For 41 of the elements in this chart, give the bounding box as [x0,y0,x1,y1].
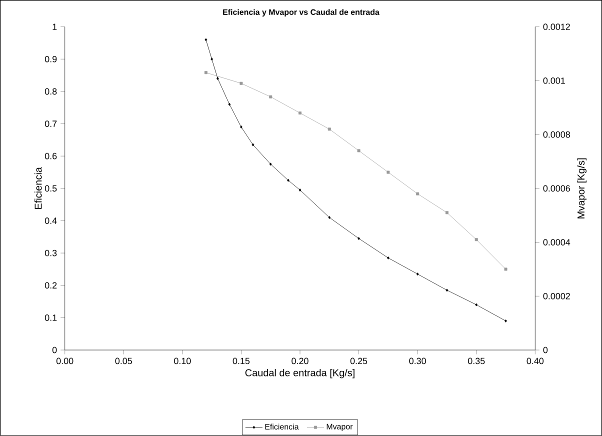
point [416,192,420,196]
y-axis-title: Eficiencia [34,167,42,209]
y-tick-label: 0.4 [44,218,57,224]
y-tick-label: 0.2 [44,282,57,289]
y-tick-label: 1 [52,24,57,30]
point [204,71,208,74]
point [298,112,302,115]
y-tick-label: 0.3 [44,250,57,256]
x-axis-title: Caudal de entrada [Kg/s] [245,369,354,378]
point [328,128,331,131]
y-tick-label: 0.9 [44,56,57,62]
y2-tick-label: 0.0004 [543,239,570,246]
y-tick-label: 0.5 [44,185,57,192]
point [474,238,478,242]
y-tick-label: 0.8 [44,88,57,95]
y2-tick-label: 0 [543,346,548,354]
y2-tick-label: 0.001 [543,78,565,84]
y-tick-label: 0 [52,346,57,354]
y-tick-label: 0.1 [44,314,57,321]
point [240,82,243,85]
x-tick-label: 0.15 [232,358,250,364]
y-tick-label: 0.6 [44,152,57,160]
y2-axis-title: Mvapor [Kg/s] [577,158,587,218]
y2-tick-label: 0.0002 [543,293,570,300]
point [386,170,390,174]
y-tick-label: 0.7 [44,120,57,128]
x-tick-label: 0.05 [115,358,132,364]
point [504,268,508,271]
x-tick-label: 0.00 [56,358,74,364]
x-tick-label: 0.20 [292,358,308,364]
point [445,211,448,214]
x-tick-label: 0.35 [468,358,485,364]
y2-tick-label: 0.0008 [543,131,570,138]
x-tick-label: 0.10 [174,358,191,364]
y2-tick-label: 0.0012 [543,24,570,30]
x-tick-label: 0.25 [350,358,368,364]
x-tick-label: 0.30 [409,358,426,364]
point [269,95,272,98]
y2-tick-label: 0.0006 [543,185,570,192]
point [357,149,360,152]
x-tick-label: 0.40 [526,358,544,364]
